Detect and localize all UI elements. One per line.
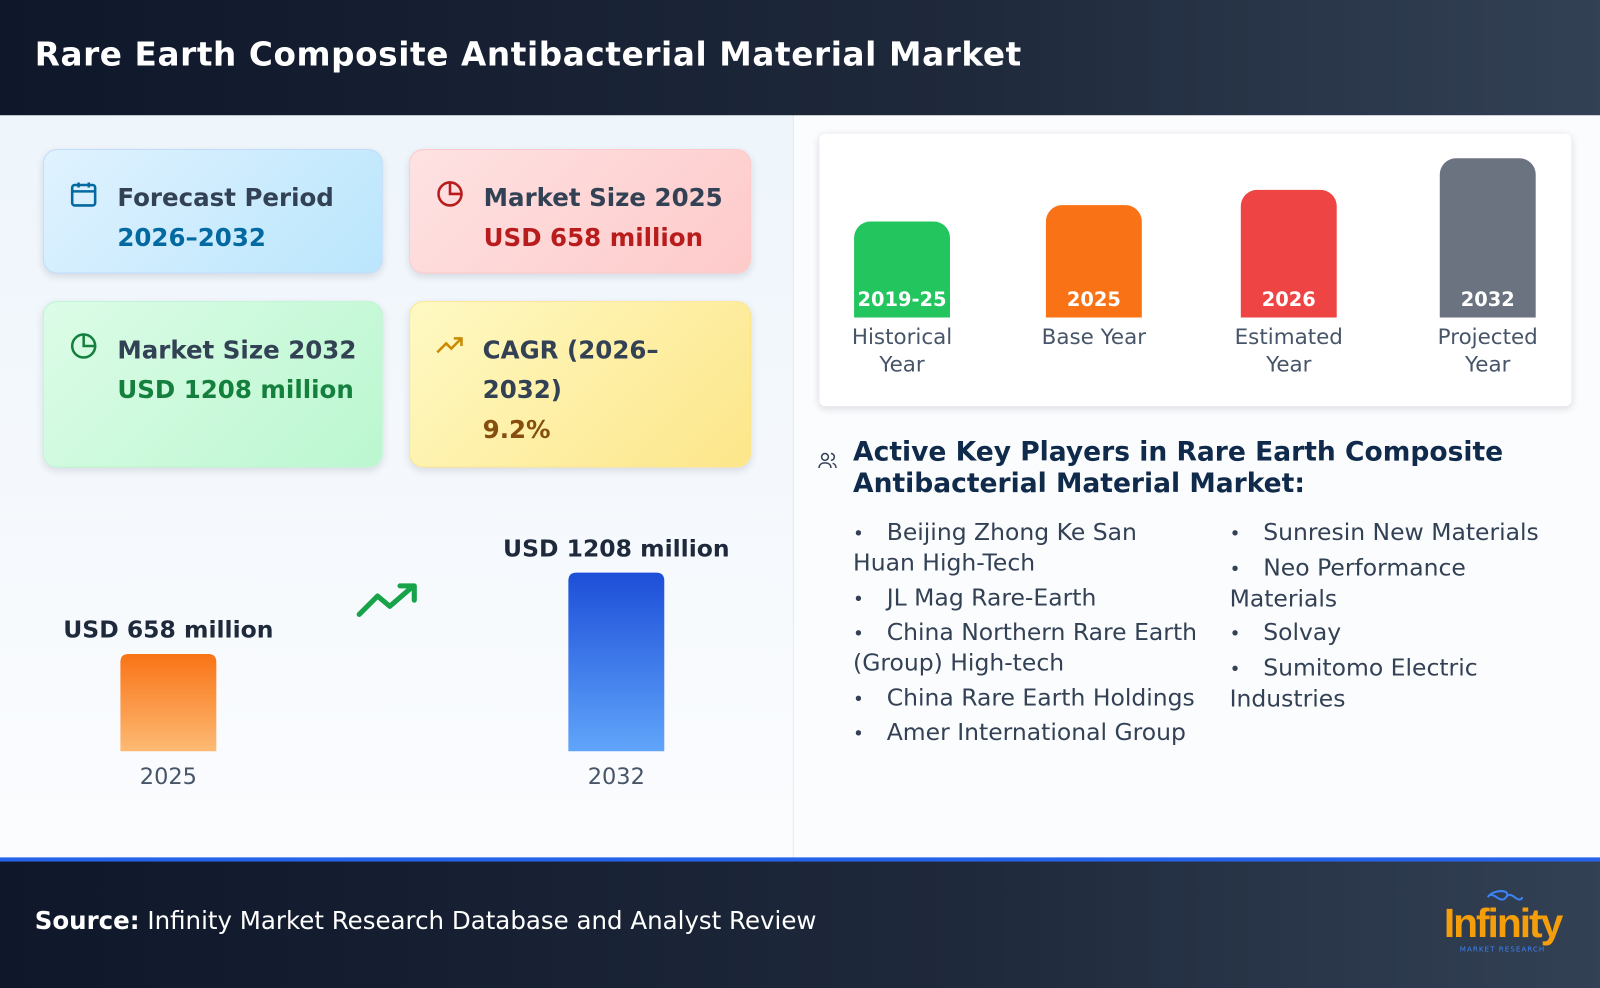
page-title: Rare Earth Composite Antibacterial Mater… bbox=[34, 34, 1022, 74]
source-text: Infinity Market Research Database and An… bbox=[147, 906, 817, 935]
player-item: Sumitomo Electric Industries bbox=[1230, 654, 1567, 714]
player-item: Beijing Zhong Ke San Huan High-Tech bbox=[853, 519, 1205, 579]
card-value: USD 1208 million bbox=[117, 375, 354, 405]
timeline-year: 2032 bbox=[1460, 288, 1515, 312]
card-label: CAGR (2026–2032) bbox=[482, 335, 659, 405]
trend-icon bbox=[436, 337, 463, 354]
bar bbox=[120, 653, 217, 752]
players-list: Beijing Zhong Ke San Huan High-Tech JL Ma… bbox=[853, 519, 1205, 754]
player-item: China Northern Rare Earth (Group) High-t… bbox=[853, 619, 1205, 679]
value-label: USD 1208 million bbox=[503, 534, 730, 562]
stat-card: Market Size 2025 USD 658 million bbox=[409, 149, 752, 274]
timeline-bar: 2019-25 bbox=[854, 221, 950, 318]
category-label: 2025 bbox=[140, 764, 197, 790]
stat-card: CAGR (2026–2032) 9.2% bbox=[409, 301, 752, 468]
source: Source: Infinity Market Research Databas… bbox=[35, 906, 817, 935]
pie-icon bbox=[70, 333, 97, 359]
player-item: Sunresin New Materials bbox=[1230, 519, 1567, 550]
timeline-label: Estimated Year bbox=[1234, 324, 1343, 377]
value-label: USD 658 million bbox=[63, 616, 273, 644]
logo: Infinity MARKET RESEARCH bbox=[1439, 890, 1567, 954]
header bbox=[0, 0, 1600, 116]
card-label: Market Size 2032 bbox=[117, 335, 357, 365]
pie-icon bbox=[437, 181, 463, 207]
stat-card: Market Size 2032 USD 1208 million bbox=[42, 301, 383, 468]
source-label: Source: bbox=[34, 906, 140, 935]
timeline-year: 2025 bbox=[1066, 288, 1121, 312]
comparison-chart: USD 658 million 2025 USD 1208 million 2032 bbox=[63, 534, 730, 790]
player-item: Amer International Group bbox=[853, 719, 1205, 750]
timeline-year: 2026 bbox=[1261, 288, 1316, 312]
player-item: Solvay bbox=[1230, 619, 1567, 650]
player-item: Neo Performance Materials bbox=[1230, 554, 1567, 614]
logo-name: Infinity bbox=[1443, 901, 1563, 947]
logo-mark bbox=[1486, 890, 1523, 901]
category-label: 2032 bbox=[588, 764, 645, 790]
players-list: Sunresin New Materials Neo Performance Ma… bbox=[1230, 519, 1567, 719]
timeline-bar: 2026 bbox=[1240, 189, 1337, 318]
growth-arrow bbox=[356, 583, 417, 618]
card-label: Forecast Period bbox=[117, 183, 334, 213]
timeline-year: 2019-25 bbox=[857, 288, 947, 312]
timeline-label: Historical Year bbox=[851, 324, 953, 377]
timeline-label: Projected Year bbox=[1437, 324, 1538, 377]
card-value: 9.2% bbox=[482, 415, 551, 445]
people-icon bbox=[818, 452, 837, 469]
stat-card: Forecast Period 2026–2032 bbox=[42, 149, 383, 274]
timeline-bar: 2025 bbox=[1045, 205, 1142, 318]
card-value: USD 658 million bbox=[483, 223, 704, 253]
bar bbox=[568, 572, 665, 752]
timeline-bar: 2032 bbox=[1439, 158, 1536, 318]
player-item: China Rare Earth Holdings bbox=[853, 683, 1205, 714]
player-item: JL Mag Rare-Earth bbox=[853, 583, 1205, 614]
card-value: 2026–2032 bbox=[117, 223, 266, 253]
timeline-card: 2019-25 Historical Year 2025 Base Year 2026 E… bbox=[819, 133, 1572, 407]
timeline-label: Base Year bbox=[1041, 324, 1147, 350]
players-title: Active Key Players in Rare Earth Composi… bbox=[853, 436, 1504, 500]
logo-tagline: MARKET RESEARCH bbox=[1459, 945, 1546, 954]
card-label: Market Size 2025 bbox=[483, 183, 723, 213]
calendar-icon bbox=[70, 182, 97, 207]
footer bbox=[0, 857, 1600, 988]
